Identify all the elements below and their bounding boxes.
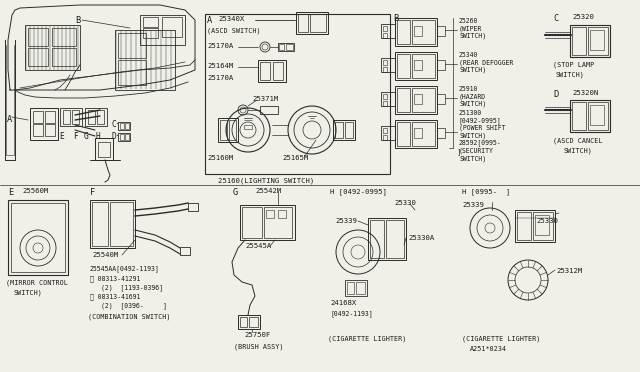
- Bar: [381, 58, 395, 72]
- Text: (COMBINATION SWITCH): (COMBINATION SWITCH): [88, 314, 170, 321]
- Bar: [386, 220, 404, 258]
- Bar: [333, 120, 355, 140]
- Text: 24168X: 24168X: [330, 300, 356, 306]
- Bar: [397, 88, 410, 112]
- Bar: [383, 60, 387, 65]
- Bar: [118, 133, 130, 141]
- Text: SWITCH): SWITCH): [563, 147, 592, 154]
- Bar: [588, 27, 608, 55]
- Text: 25339: 25339: [335, 218, 357, 224]
- Text: (CIGARETTE LIGHTER): (CIGARETTE LIGHTER): [328, 336, 406, 343]
- Bar: [335, 122, 343, 138]
- Bar: [92, 202, 108, 246]
- Bar: [63, 110, 70, 124]
- Bar: [118, 60, 146, 85]
- Bar: [570, 25, 610, 57]
- Text: 25545AA[0492-1193]: 25545AA[0492-1193]: [90, 265, 160, 272]
- Bar: [296, 12, 328, 34]
- Text: A: A: [207, 16, 212, 25]
- Bar: [395, 52, 437, 80]
- Bar: [115, 30, 175, 90]
- Bar: [437, 94, 445, 104]
- Bar: [414, 128, 422, 138]
- Bar: [345, 122, 353, 138]
- Bar: [412, 122, 435, 146]
- Text: 25312M: 25312M: [556, 268, 582, 274]
- Text: H: H: [96, 132, 100, 141]
- Bar: [412, 54, 435, 78]
- Text: Ⓢ 08313-41291: Ⓢ 08313-41291: [90, 275, 140, 282]
- Text: (2)  [0396-     ]: (2) [0396- ]: [101, 302, 167, 309]
- Text: E: E: [8, 188, 13, 197]
- Bar: [395, 86, 437, 114]
- Bar: [383, 33, 387, 38]
- Bar: [244, 125, 252, 129]
- Text: 25320N: 25320N: [572, 90, 598, 96]
- Bar: [347, 282, 354, 294]
- Text: F: F: [90, 188, 95, 197]
- Bar: [95, 138, 113, 160]
- Bar: [28, 48, 48, 66]
- Text: 25160(LIGHTING SWITCH): 25160(LIGHTING SWITCH): [218, 177, 314, 183]
- Text: (BRUSH ASSY): (BRUSH ASSY): [234, 344, 284, 350]
- Bar: [515, 210, 555, 242]
- Bar: [590, 30, 604, 50]
- Bar: [414, 26, 422, 36]
- Bar: [381, 24, 395, 38]
- Text: 25340
(REAR DEFOGGER
SWITCH): 25340 (REAR DEFOGGER SWITCH): [459, 52, 513, 73]
- Text: SWITCH): SWITCH): [14, 290, 43, 296]
- Bar: [264, 207, 292, 238]
- Bar: [140, 15, 185, 45]
- Bar: [412, 88, 435, 112]
- Bar: [370, 220, 384, 258]
- Text: 25540M: 25540M: [92, 252, 118, 258]
- Text: F: F: [73, 132, 77, 141]
- Bar: [88, 110, 95, 124]
- Bar: [286, 44, 293, 50]
- Bar: [240, 317, 247, 327]
- Text: 25170A: 25170A: [207, 75, 233, 81]
- Bar: [383, 128, 387, 133]
- Text: ]: ]: [457, 148, 461, 155]
- Bar: [220, 120, 227, 140]
- Bar: [45, 111, 55, 123]
- Bar: [72, 110, 79, 124]
- Bar: [437, 60, 445, 70]
- Bar: [368, 218, 406, 260]
- Bar: [52, 48, 76, 66]
- Text: C: C: [112, 120, 116, 129]
- Bar: [188, 203, 198, 211]
- Text: 25330A: 25330A: [408, 235, 435, 241]
- Bar: [162, 17, 182, 37]
- Bar: [30, 108, 58, 140]
- Bar: [110, 202, 133, 246]
- Bar: [143, 28, 158, 38]
- Bar: [90, 200, 135, 248]
- Bar: [395, 120, 437, 148]
- Bar: [52, 28, 76, 46]
- Bar: [383, 135, 387, 140]
- Bar: [120, 123, 124, 129]
- Text: E: E: [59, 132, 64, 141]
- Bar: [570, 100, 610, 132]
- Bar: [33, 124, 43, 136]
- Bar: [345, 280, 367, 296]
- Bar: [260, 106, 278, 114]
- Text: 251300
[0492-0995]
(POWER SHIFT
SWITCH)
28592[0995-
(SECURITY
SWITCH): 251300 [0492-0995] (POWER SHIFT SWITCH) …: [459, 110, 506, 161]
- Bar: [242, 207, 262, 238]
- Text: Ⓢ 08313-41691: Ⓢ 08313-41691: [90, 293, 140, 299]
- Bar: [125, 134, 129, 140]
- Text: [0492-1193]: [0492-1193]: [330, 310, 372, 317]
- Bar: [85, 108, 107, 126]
- Bar: [229, 120, 236, 140]
- Bar: [356, 282, 365, 294]
- Bar: [238, 315, 260, 329]
- Bar: [218, 118, 238, 142]
- Text: 25750F: 25750F: [244, 332, 270, 338]
- Text: 25160M: 25160M: [207, 155, 233, 161]
- Text: 25910
(HAZARD
SWITCH): 25910 (HAZARD SWITCH): [459, 86, 486, 107]
- Text: 25339: 25339: [462, 202, 484, 208]
- Bar: [205, 14, 390, 174]
- Bar: [395, 18, 437, 46]
- Bar: [249, 317, 258, 327]
